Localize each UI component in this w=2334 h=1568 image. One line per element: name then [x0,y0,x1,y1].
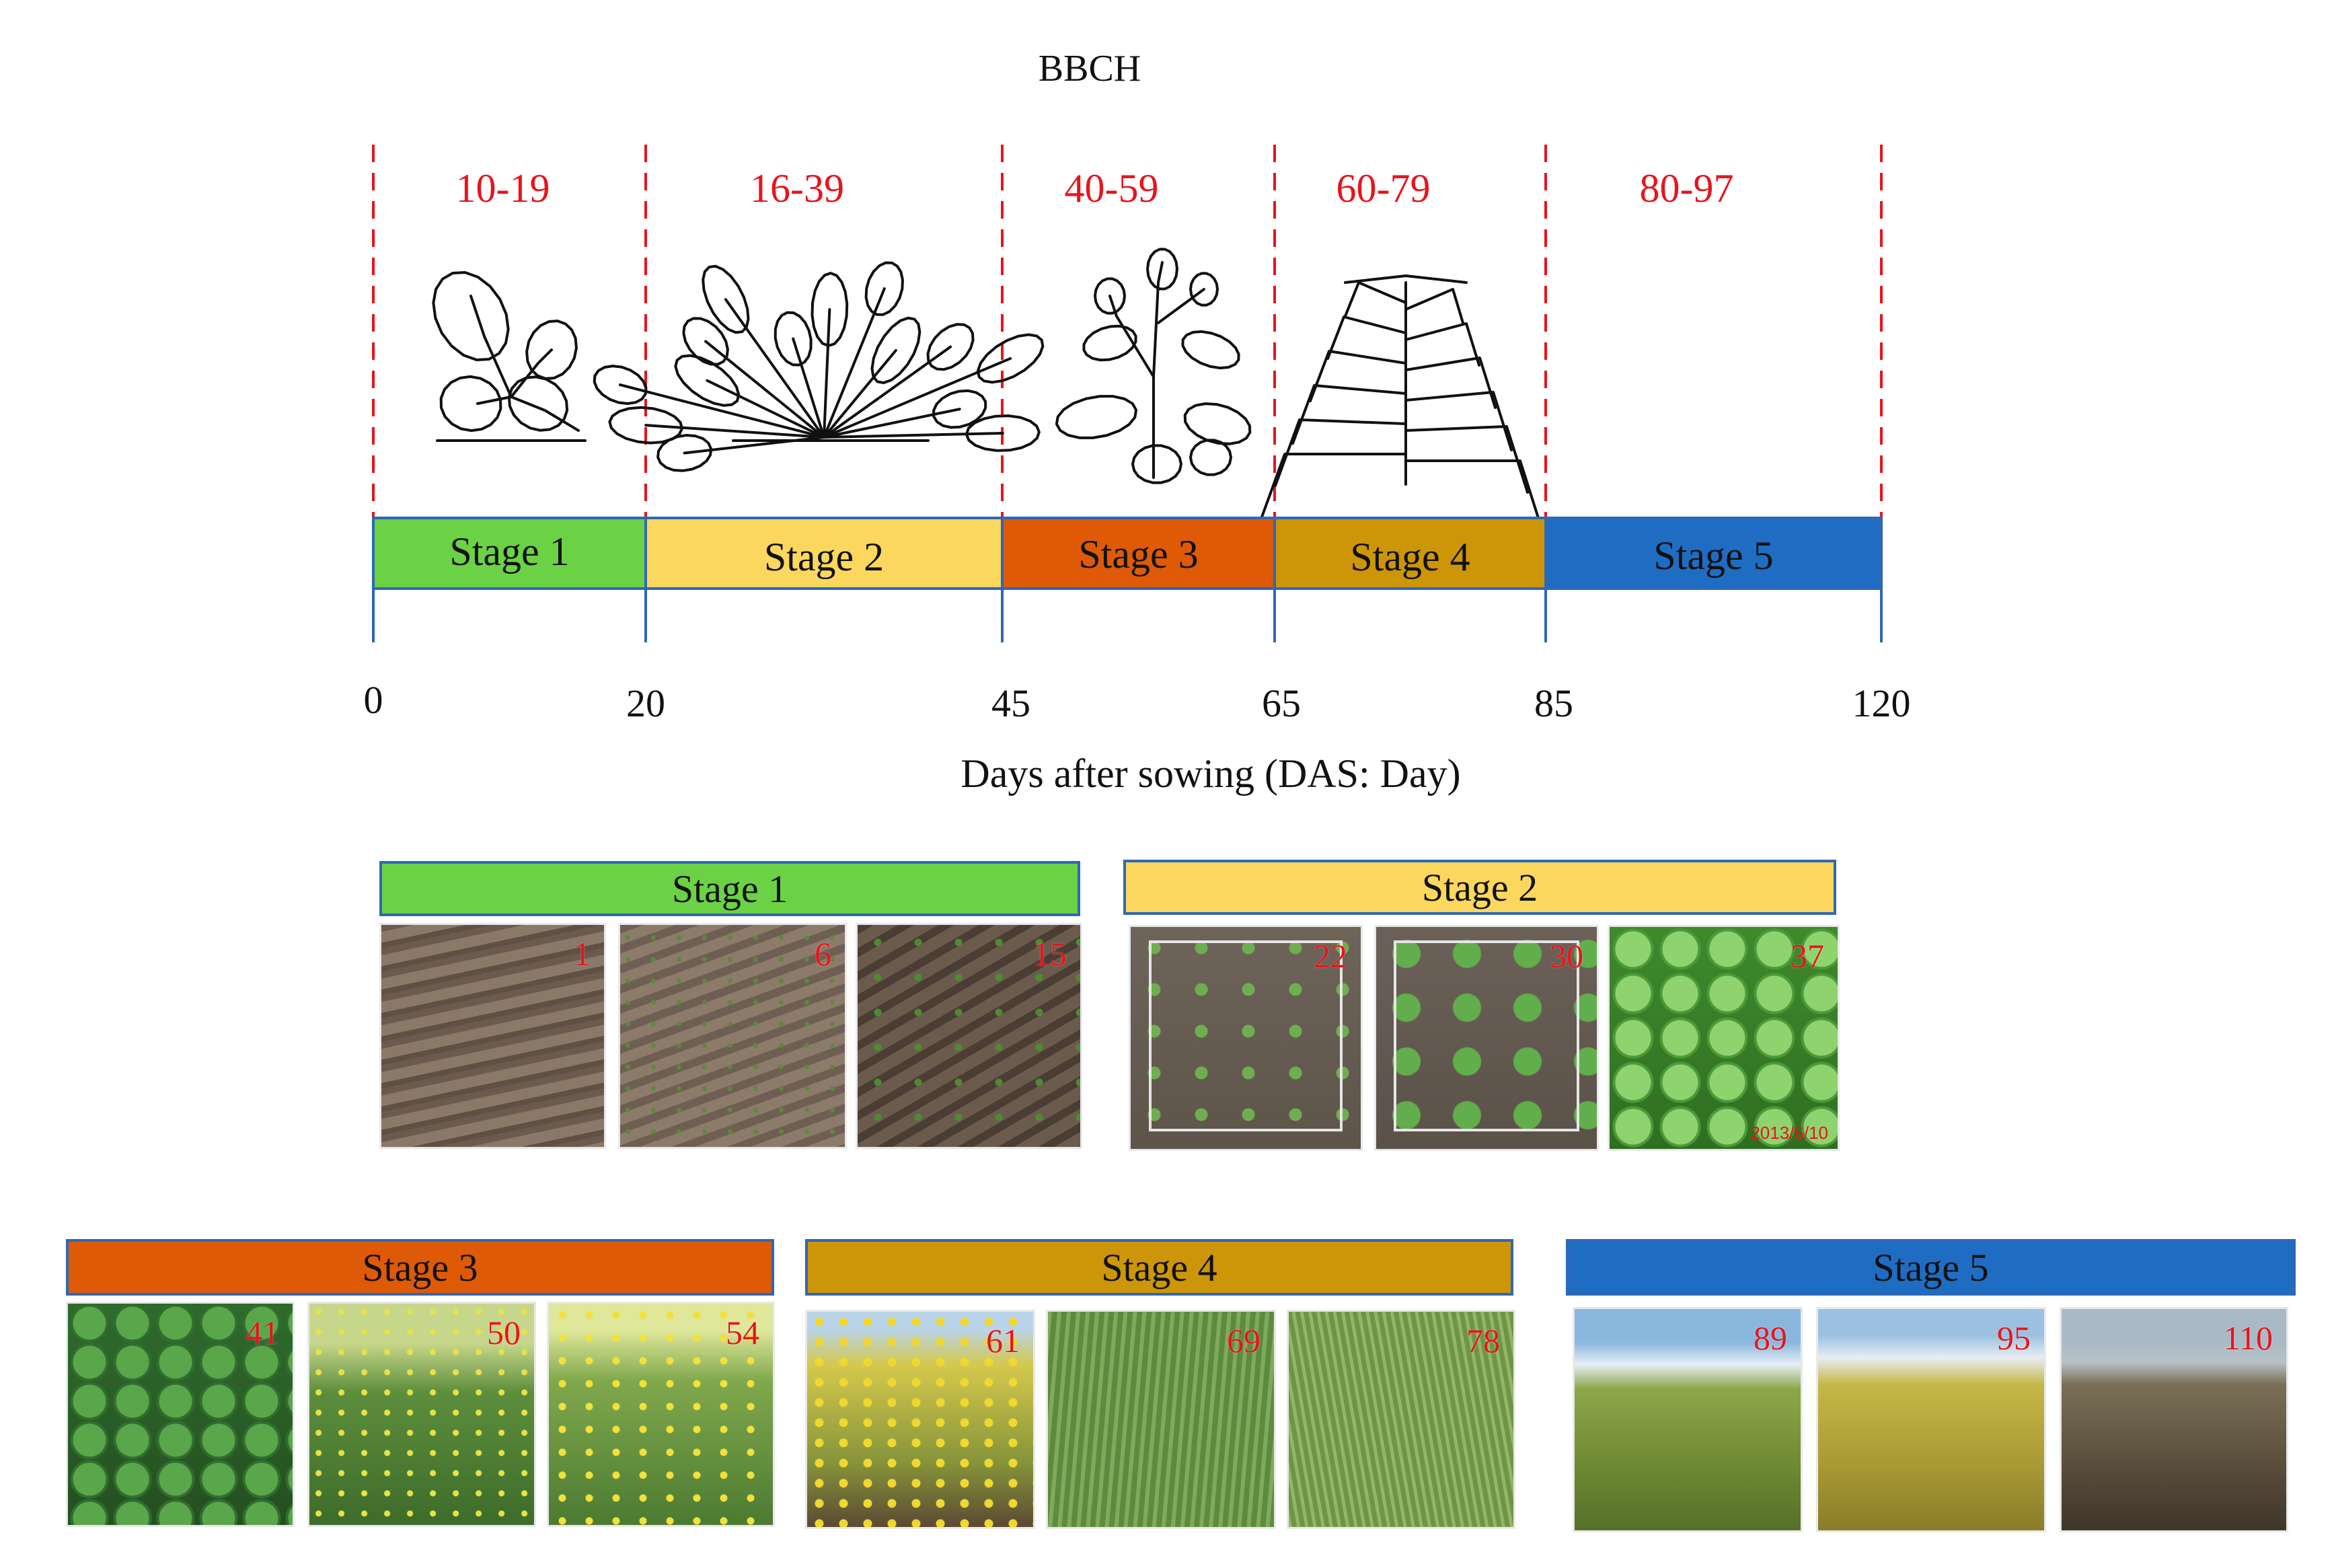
photo-day-label: 50 [487,1314,521,1351]
photo-day-label: 41 [246,1314,279,1351]
field-photo-green-podding: 69 [1046,1310,1276,1529]
podding-plant-icon [1256,274,1545,536]
photo-day-label: 110 [2223,1319,2273,1357]
quadrat-frame [1394,940,1579,1131]
bbch-code-label: 60-79 [1337,166,1431,211]
bbch-code-label: 10-19 [456,166,550,211]
rosette-plant-icon [593,261,1045,472]
bbch-code-label: 16-39 [750,166,844,211]
field-photo-harvested-field: 110 [2060,1307,2288,1532]
field-photo-leafy-canopy: 41 [66,1302,295,1527]
bbch-timeline: BBCH 10-19 16-39 40-59 60-79 80-97 Stage 1 St… [364,48,1911,796]
axis-tick-label: 120 [1852,681,1911,725]
stage-bar [372,517,647,590]
photo-day-label: 78 [1466,1322,1500,1359]
field-photo-yellow-flowering: 61 [805,1310,1035,1529]
field-photo-dense-leaves: 37 2013/6/10 [1608,925,1840,1151]
stage-panel-header: Stage 4 [805,1239,1513,1296]
axis-tick-label: 65 [1262,681,1301,725]
photo-day-label: 30 [1550,937,1583,975]
stage-panel-header: Stage 1 [379,861,1080,916]
seedling-icon [432,271,587,442]
stage-bar-label: Stage 4 [1350,535,1470,579]
axis-tick-label: 45 [991,681,1030,725]
stage-bar-label: Stage 2 [764,535,884,579]
field-photo-ripening-field: 89 [1573,1307,1803,1532]
photo-day-label: 95 [1997,1319,2031,1357]
stage-panel-header: Stage 5 [1566,1239,2296,1296]
photo-day-label: 15 [1033,935,1067,973]
photo-day-label: 37 [1791,937,1824,975]
field-photo-quadrat-seedlings: 22 [1129,925,1363,1151]
x-axis-label: Days after sowing (DAS: Day) [961,751,1460,796]
stage-panel-header: Stage 3 [66,1239,774,1296]
stage-bar-label: Stage 5 [1653,533,1773,578]
field-photo-early-flowering: 50 [307,1302,536,1527]
flowering-plant-icon [1055,248,1252,484]
photo-date-stamp: 2013/6/10 [1750,1123,1828,1143]
field-photo-mature-field: 95 [1816,1307,2046,1532]
quadrat-frame [1149,940,1343,1131]
stage-bar-label: Stage 1 [449,529,569,574]
field-photo-soil-sprouts: 6 [618,923,847,1149]
stage-bar [1544,517,1883,590]
stage-bar-label: Stage 3 [1078,532,1198,576]
field-photo-quadrat-rosettes: 30 [1374,925,1599,1151]
bbch-code-label: 80-97 [1640,166,1734,211]
axis-tick-label: 20 [626,681,665,725]
field-photo-bare-soil: 1 [379,923,606,1149]
photo-day-label: 54 [726,1314,759,1351]
field-photo-flowering-field: 54 [547,1302,775,1527]
photo-day-label: 61 [986,1322,1020,1359]
photo-day-label: 1 [574,935,591,973]
stage-bar [1001,517,1276,590]
field-photo-soil-seedlings: 15 [856,923,1082,1149]
axis-tick-label: 85 [1534,681,1573,725]
photo-day-label: 22 [1314,937,1347,975]
photo-day-label: 69 [1227,1322,1260,1359]
bbch-code-label: 40-59 [1065,166,1159,211]
field-photo-pod-field: 78 [1287,1310,1515,1529]
axis-tick-label: 0 [364,678,383,722]
photo-day-label: 89 [1754,1319,1787,1357]
stage-panel-header: Stage 2 [1123,860,1836,915]
photo-day-label: 6 [815,935,831,973]
diagram-title: BBCH [1039,48,1141,89]
